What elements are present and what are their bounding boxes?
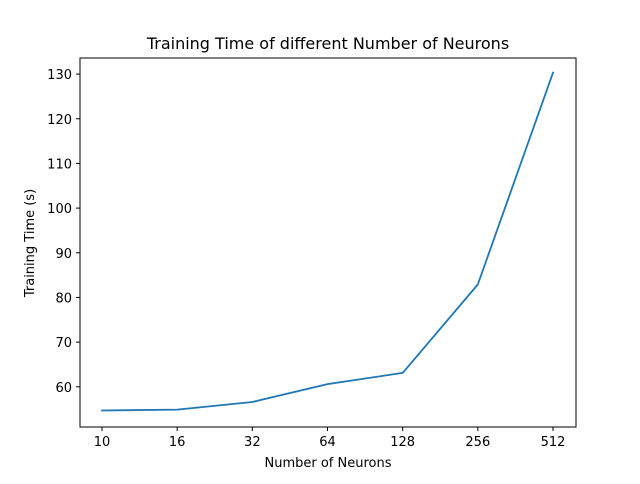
y-tick-label: 120 xyxy=(47,113,72,128)
x-tick-label: 128 xyxy=(390,435,415,450)
x-axis-label: Number of Neurons xyxy=(264,456,391,471)
chart-title: Training Time of different Number of Neu… xyxy=(146,34,509,53)
y-tick-label: 130 xyxy=(47,68,72,83)
x-tick-label: 64 xyxy=(319,435,336,450)
y-tick-label: 80 xyxy=(55,291,72,306)
x-tick-label: 256 xyxy=(465,435,490,450)
y-tick-label: 110 xyxy=(47,157,72,172)
x-tick-label: 10 xyxy=(94,435,111,450)
x-tick-label: 32 xyxy=(244,435,261,450)
x-tick-label: 16 xyxy=(169,435,186,450)
y-tick-label: 60 xyxy=(55,381,72,396)
y-tick-label: 90 xyxy=(55,247,72,262)
y-tick-label: 100 xyxy=(47,202,72,217)
x-tick-label: 512 xyxy=(541,435,566,450)
y-tick-label: 70 xyxy=(55,336,72,351)
y-axis-label: Training Time (s) xyxy=(23,189,38,298)
